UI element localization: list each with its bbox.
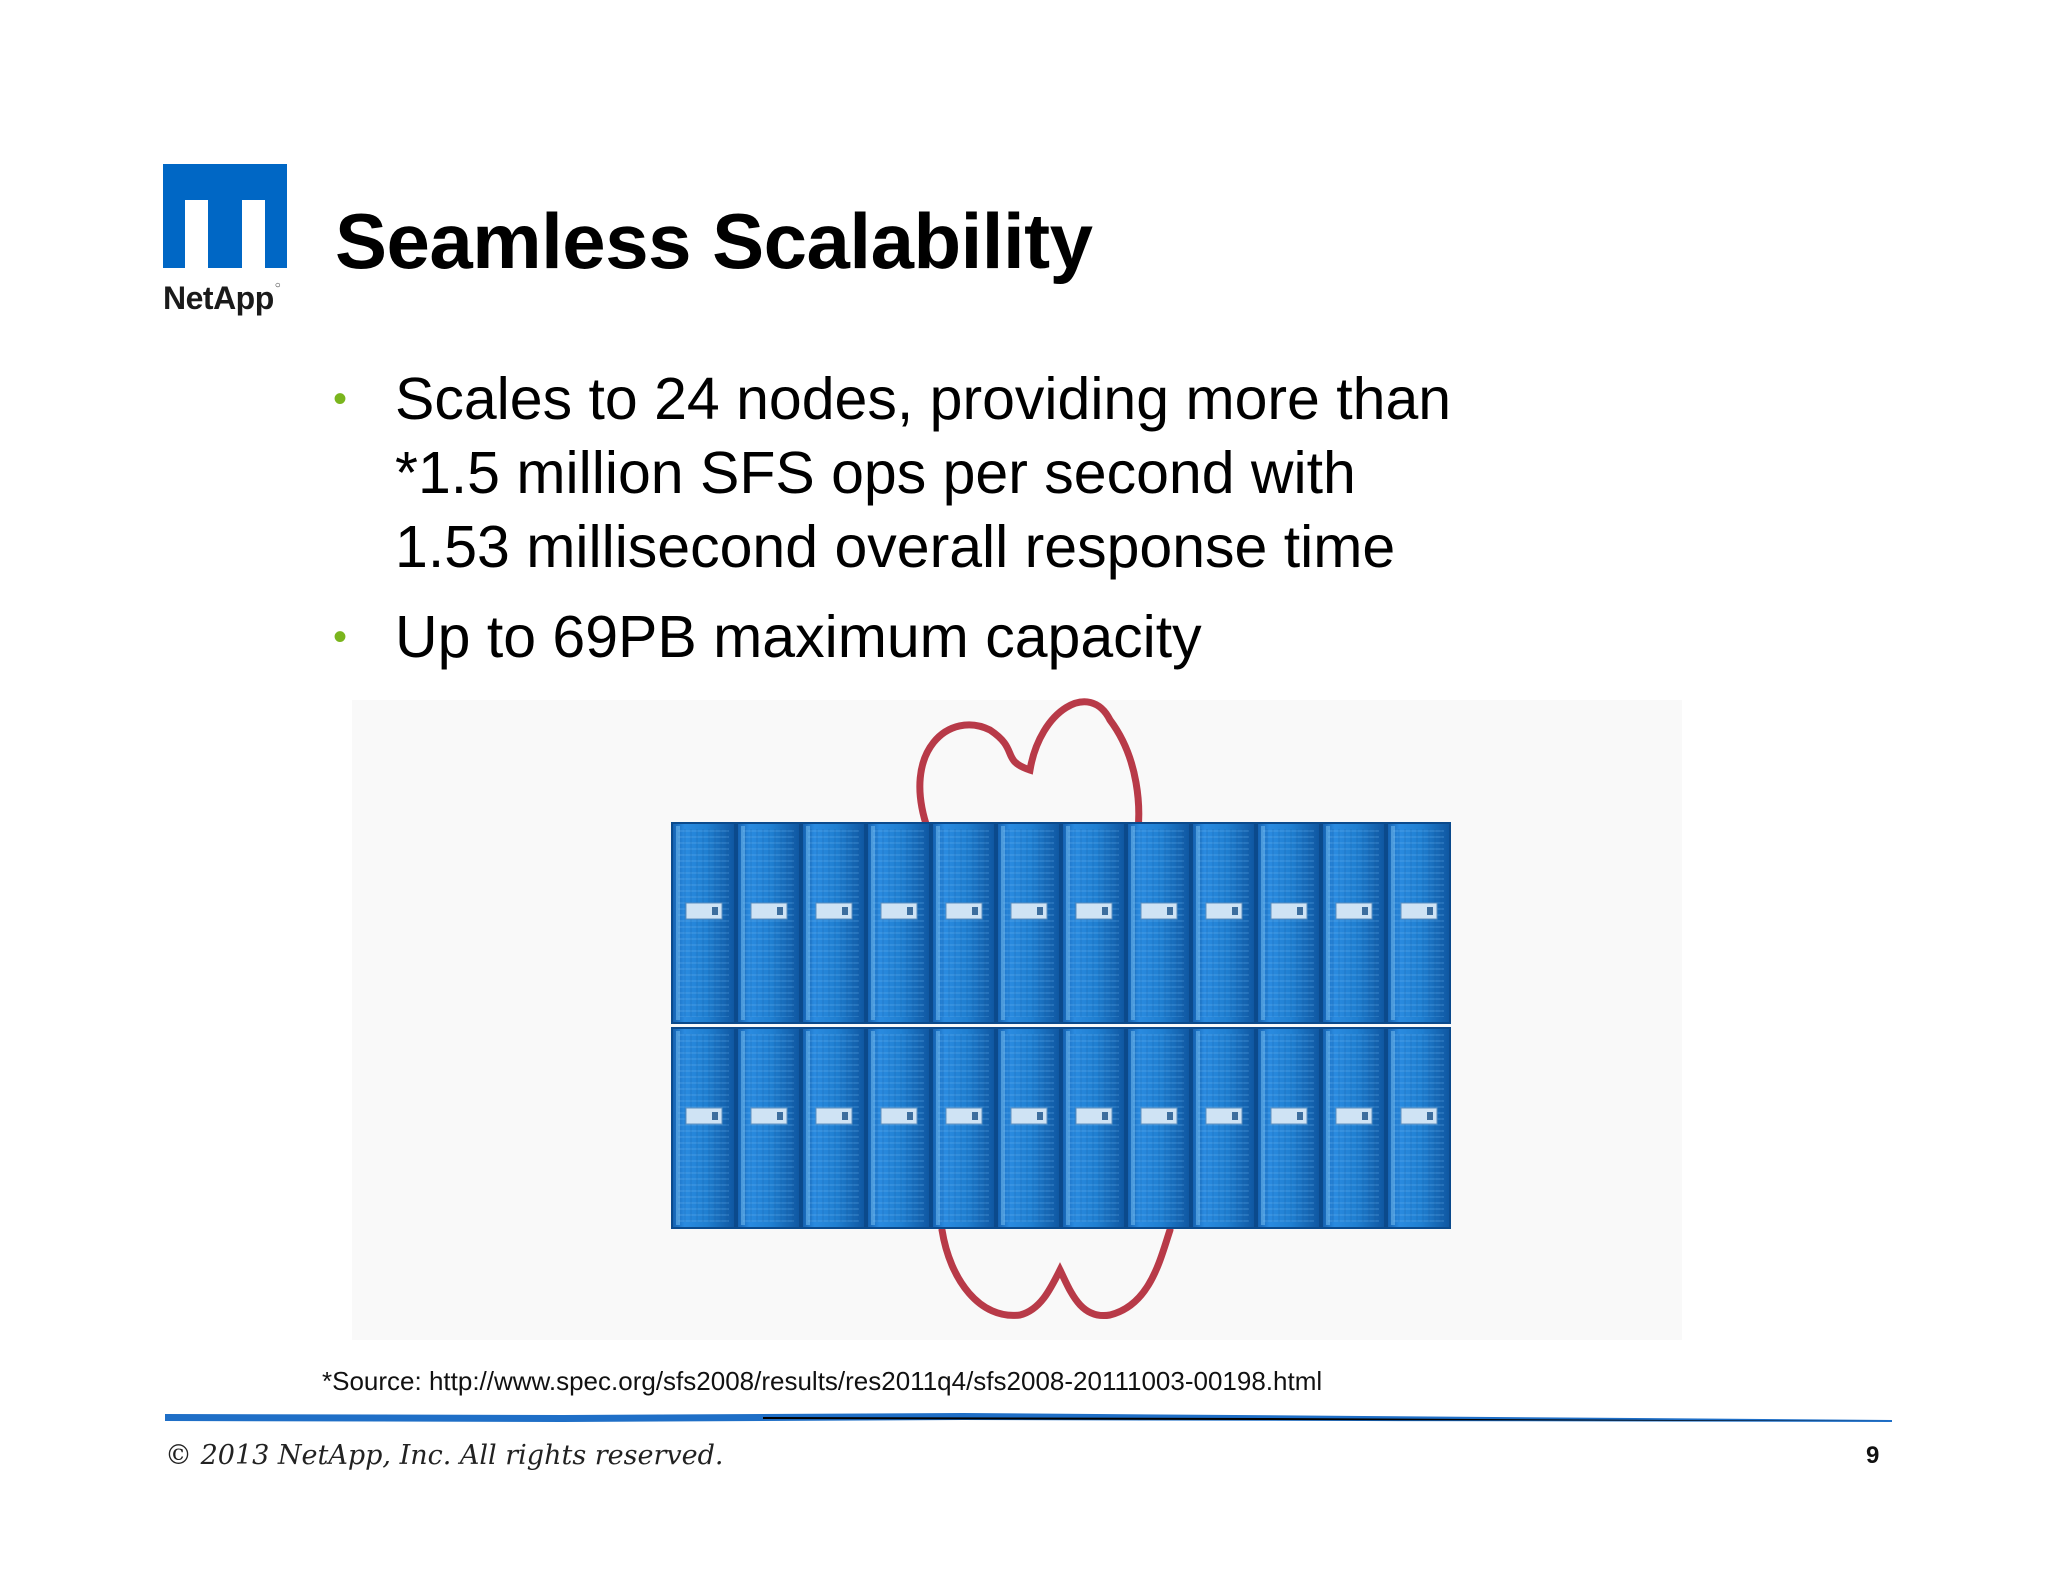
storage-rack-icon <box>996 1027 1061 1229</box>
storage-rack-icon <box>1061 1027 1126 1229</box>
storage-rack-icon <box>801 1027 866 1229</box>
bullet-line: *1.5 million SFS ops per second with <box>395 440 1356 506</box>
storage-rack-icon <box>931 822 996 1024</box>
storage-rack-icon <box>996 822 1061 1024</box>
storage-rack-icon <box>1126 822 1191 1024</box>
storage-rack-icon <box>671 1027 736 1229</box>
footer-divider <box>163 1408 1893 1428</box>
storage-rack-icon <box>1386 1027 1451 1229</box>
storage-rack-icon <box>736 822 801 1024</box>
slide-title: Seamless Scalability <box>335 197 1093 285</box>
storage-cluster-illustration <box>352 698 1682 1340</box>
storage-rack-icon <box>1191 822 1256 1024</box>
storage-rack-icon <box>671 822 736 1024</box>
page-number: 9 <box>1866 1442 1880 1469</box>
storage-rack-icon <box>1061 822 1126 1024</box>
storage-rack-icon <box>1191 1027 1256 1229</box>
bullet-item: • Up to 69PB maximum capacity <box>330 600 1710 674</box>
storage-cluster-figure <box>340 690 1740 1350</box>
bullet-item: • Scales to 24 nodes, providing more tha… <box>330 362 1710 584</box>
netapp-logo: NetApp○ <box>163 164 298 316</box>
storage-rack-icon <box>1126 1027 1191 1229</box>
rack-grid <box>671 822 1451 1229</box>
storage-rack-icon <box>801 822 866 1024</box>
storage-rack-icon <box>1321 1027 1386 1229</box>
storage-rack-icon <box>866 822 931 1024</box>
storage-rack-icon <box>1256 822 1321 1024</box>
storage-rack-icon <box>866 1027 931 1229</box>
bullet-line: Scales to 24 nodes, providing more than <box>395 366 1452 432</box>
storage-rack-icon <box>736 1027 801 1229</box>
bullet-line: Up to 69PB maximum capacity <box>395 604 1202 670</box>
cloud-outline-bottom <box>938 1226 1174 1319</box>
bullet-list: • Scales to 24 nodes, providing more tha… <box>330 362 1710 690</box>
logo-wordmark: NetApp○ <box>163 280 281 316</box>
storage-rack-icon <box>1256 1027 1321 1229</box>
bullet-line: 1.53 millisecond overall response time <box>395 514 1396 580</box>
source-footnote: *Source: http://www.spec.org/sfs2008/res… <box>322 1366 1323 1396</box>
netapp-n-icon <box>163 164 287 268</box>
storage-rack-icon <box>1386 822 1451 1024</box>
storage-rack-icon <box>931 1027 996 1229</box>
storage-rack-icon <box>1321 822 1386 1024</box>
bullet-dot-icon: • <box>333 615 348 659</box>
bullet-dot-icon: • <box>333 377 348 421</box>
cloud-outline-top <box>916 698 1143 834</box>
copyright-notice: © 2013 NetApp, Inc. All rights reserved. <box>165 1440 724 1471</box>
